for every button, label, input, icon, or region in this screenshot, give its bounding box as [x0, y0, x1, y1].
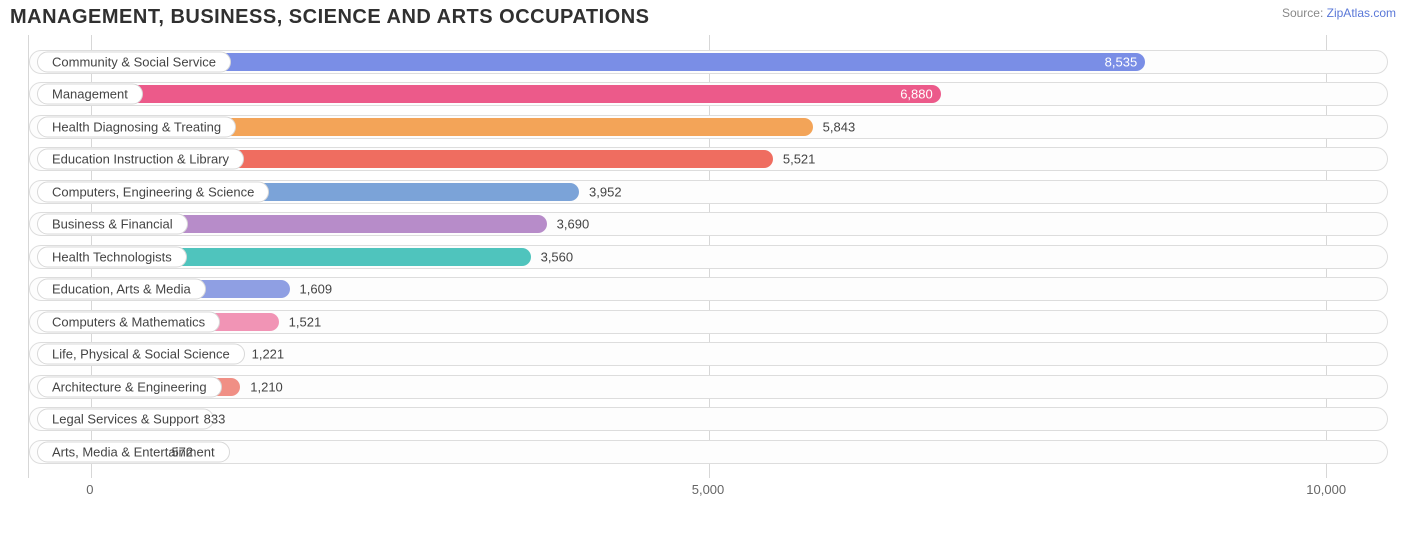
bar-label: Education Instruction & Library: [37, 149, 244, 170]
bar-label: Management: [37, 84, 143, 105]
bar-value: 1,221: [252, 347, 285, 362]
source-prefix: Source:: [1282, 6, 1327, 20]
bar-value: 6,880: [900, 87, 933, 102]
chart-title: MANAGEMENT, BUSINESS, SCIENCE AND ARTS O…: [10, 6, 649, 29]
bar-value: 572: [171, 444, 193, 459]
bar-row: Community & Social Service 8,535: [29, 48, 1388, 76]
bar-row: Health Diagnosing & Treating 5,843: [29, 113, 1388, 141]
x-tick-label: 0: [86, 482, 93, 497]
bar-row: Life, Physical & Social Science 1,221: [29, 340, 1388, 368]
bar-row: Computers, Engineering & Science 3,952: [29, 178, 1388, 206]
chart-header: MANAGEMENT, BUSINESS, SCIENCE AND ARTS O…: [10, 6, 1396, 29]
bar-value: 5,521: [783, 152, 816, 167]
bar-row: Health Technologists 3,560: [29, 243, 1388, 271]
bar-label: Computers & Mathematics: [37, 311, 220, 332]
bar-row: Arts, Media & Entertainment572: [29, 438, 1388, 466]
bar-label: Life, Physical & Social Science: [37, 344, 245, 365]
bar-value: 3,952: [589, 184, 622, 199]
bar-row: Computers & Mathematics 1,521: [29, 308, 1388, 336]
bar-label: Health Technologists: [37, 246, 187, 267]
bar-row: Legal Services & Support833: [29, 405, 1388, 433]
bar-label: Legal Services & Support: [37, 409, 214, 430]
bar-fill: [91, 53, 1145, 71]
chart: Community & Social Service 8,535 Managemen…: [10, 35, 1396, 500]
bar-label: Business & Financial: [37, 214, 188, 235]
bar-label: Computers, Engineering & Science: [37, 181, 269, 202]
bar-value: 3,560: [541, 249, 574, 264]
x-tick-label: 10,000: [1306, 482, 1346, 497]
bar-track: [29, 440, 1388, 464]
bar-fill: [91, 85, 941, 103]
x-axis: 0 5,000 10,000: [28, 478, 1388, 500]
bar-value: 3,690: [557, 217, 590, 232]
bar-label: Health Diagnosing & Treating: [37, 116, 236, 137]
bar-row: Education, Arts & Media 1,609: [29, 275, 1388, 303]
chart-source: Source: ZipAtlas.com: [1282, 6, 1396, 20]
bar-value: 5,843: [823, 119, 856, 134]
bar-label: Education, Arts & Media: [37, 279, 206, 300]
bar-value: 1,210: [250, 379, 283, 394]
source-link[interactable]: ZipAtlas.com: [1327, 6, 1396, 20]
bar-value: 833: [204, 412, 226, 427]
bar-value: 8,535: [1105, 54, 1138, 69]
bar-row: Business & Financial 3,690: [29, 210, 1388, 238]
bar-value: 1,609: [300, 282, 333, 297]
bar-value: 1,521: [289, 314, 322, 329]
bar-label: Community & Social Service: [37, 51, 231, 72]
x-tick-label: 5,000: [692, 482, 725, 497]
bar-label: Architecture & Engineering: [37, 376, 222, 397]
bar-label: Arts, Media & Entertainment: [37, 441, 230, 462]
plot-area: Community & Social Service 8,535 Managemen…: [28, 35, 1388, 478]
bar-row: Education Instruction & Library 5,521: [29, 145, 1388, 173]
bar-row: Architecture & Engineering 1,210: [29, 373, 1388, 401]
bar-track: [29, 407, 1388, 431]
bar-row: Management 6,880: [29, 80, 1388, 108]
